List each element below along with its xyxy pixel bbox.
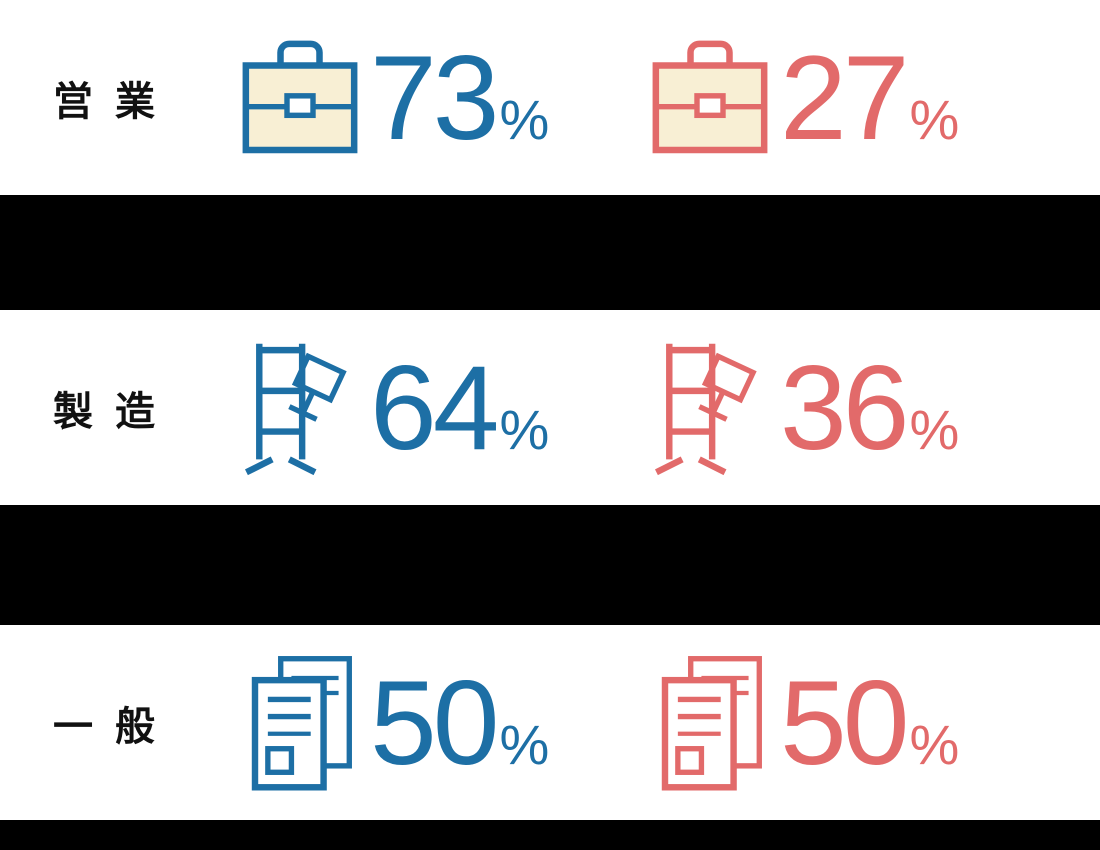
briefcase-icon [230,23,370,173]
row-manufacturing: 製造 [0,310,1100,505]
briefcase-icon [640,23,780,173]
percent-symbol: % [909,92,959,148]
row-label: 製造 [0,379,230,437]
easel-icon [230,333,370,483]
percent-symbol: % [909,717,959,773]
percent-symbol: % [499,717,549,773]
row-label: 一般 [0,694,230,752]
percent-symbol: % [909,402,959,458]
cell-mfg-blue: 64 % [230,333,640,483]
value-mfg-red: 36 % [780,348,959,468]
cell-sales-red: 27 % [640,23,1050,173]
value-number: 73 [370,38,495,158]
percent-symbol: % [499,92,549,148]
row-label: 営業 [0,69,230,127]
cell-gen-red: 50 % [640,648,1050,798]
value-number: 50 [780,663,905,783]
value-number: 64 [370,348,495,468]
value-mfg-blue: 64 % [370,348,549,468]
easel-icon [640,333,780,483]
percent-symbol: % [499,402,549,458]
value-gen-blue: 50 % [370,663,549,783]
value-gen-red: 50 % [780,663,959,783]
value-number: 27 [780,38,905,158]
value-sales-blue: 73 % [370,38,549,158]
cell-sales-blue: 73 % [230,23,640,173]
cell-mfg-red: 36 % [640,333,1050,483]
row-sales: 営業 73 % [0,0,1100,195]
value-number: 50 [370,663,495,783]
documents-icon [640,648,780,798]
documents-icon [230,648,370,798]
cell-gen-blue: 50 % [230,648,640,798]
value-sales-red: 27 % [780,38,959,158]
value-number: 36 [780,348,905,468]
row-general: 一般 50 % [0,625,1100,820]
